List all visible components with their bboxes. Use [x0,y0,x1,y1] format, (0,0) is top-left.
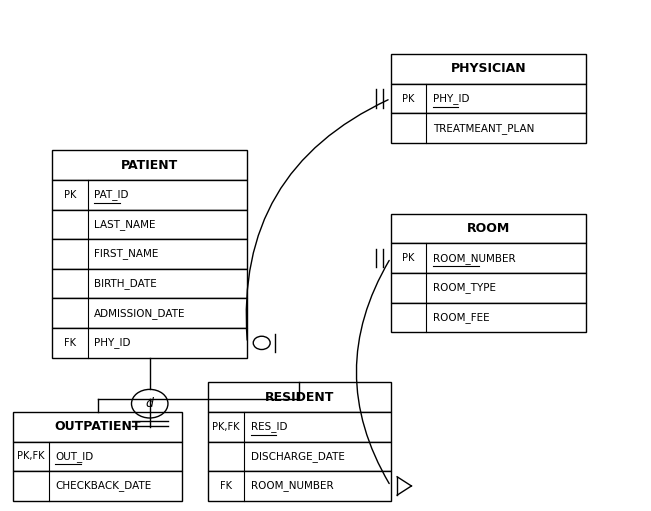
Text: CHECKBACK_DATE: CHECKBACK_DATE [55,480,152,492]
Bar [52,328,247,358]
Bar [13,471,182,501]
Text: ROOM_TYPE: ROOM_TYPE [433,282,496,293]
Text: FIRST_NAME: FIRST_NAME [94,248,159,260]
Text: ADMISSION_DATE: ADMISSION_DATE [94,308,186,319]
Text: FK: FK [220,481,232,491]
Text: d: d [146,397,154,410]
Bar [13,412,182,442]
Text: BIRTH_DATE: BIRTH_DATE [94,278,157,289]
Text: PK: PK [402,253,415,263]
Bar [391,113,586,143]
Text: PHYSICIAN: PHYSICIAN [450,62,526,76]
Bar [208,471,391,501]
Bar [52,269,247,298]
Bar [13,442,182,471]
Text: PATIENT: PATIENT [121,158,178,172]
Text: RES_ID: RES_ID [251,421,287,432]
Text: PK: PK [64,190,76,200]
Text: FK: FK [64,338,76,348]
Text: PK,FK: PK,FK [212,422,240,432]
Bar [391,54,586,84]
Text: OUT_ID: OUT_ID [55,451,94,462]
Bar [391,84,586,113]
Bar [52,239,247,269]
Text: ROOM: ROOM [467,222,510,235]
Bar [208,412,391,442]
Text: TREATMEANT_PLAN: TREATMEANT_PLAN [433,123,534,134]
Text: PHY_ID: PHY_ID [433,93,469,104]
Text: ROOM_FEE: ROOM_FEE [433,312,490,323]
Text: LAST_NAME: LAST_NAME [94,219,156,230]
Bar [208,382,391,412]
Text: PHY_ID: PHY_ID [94,337,131,349]
Text: PK,FK: PK,FK [17,451,45,461]
Bar [52,180,247,210]
Bar [391,243,586,273]
Text: PAT_ID: PAT_ID [94,189,129,200]
Text: ROOM_NUMBER: ROOM_NUMBER [251,480,333,492]
Text: ROOM_NUMBER: ROOM_NUMBER [433,252,516,264]
Text: RESIDENT: RESIDENT [265,390,334,404]
Bar [391,303,586,332]
Text: OUTPATIENT: OUTPATIENT [55,420,141,433]
Bar [52,298,247,328]
Bar [52,210,247,239]
Bar [391,273,586,303]
Bar [52,150,247,180]
Bar [208,442,391,471]
Text: DISCHARGE_DATE: DISCHARGE_DATE [251,451,344,462]
Bar [391,214,586,243]
Text: PK: PK [402,94,415,104]
